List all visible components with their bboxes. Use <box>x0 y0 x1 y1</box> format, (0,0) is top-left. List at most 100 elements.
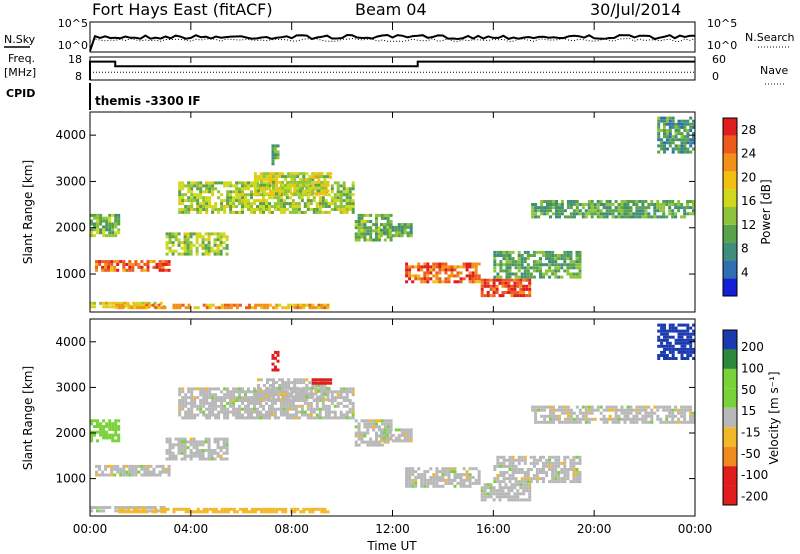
scatter-cell <box>677 338 681 342</box>
scatter-cell <box>386 226 390 230</box>
scatter-cell <box>620 209 624 213</box>
scatter-cell <box>226 510 230 514</box>
scatter-cell <box>502 474 506 477</box>
scatter-cell <box>296 378 300 382</box>
scatter-cell <box>372 422 376 426</box>
scatter-cell <box>177 440 181 444</box>
scatter-cell <box>195 451 199 455</box>
scatter-cell <box>441 470 445 474</box>
scatter-cell <box>128 268 132 272</box>
scatter-cell <box>444 467 448 471</box>
scatter-cell <box>348 187 352 191</box>
scatter-cell <box>501 489 505 493</box>
scatter-cell <box>204 243 208 247</box>
scatter-cell <box>312 407 316 411</box>
scatter-cell <box>587 405 591 409</box>
scatter-cell <box>363 229 367 233</box>
scatter-cell <box>250 396 253 400</box>
scatter-cell <box>351 390 355 394</box>
scatter-cell <box>686 147 690 151</box>
scatter-cell <box>98 263 102 266</box>
scatter-cell <box>480 287 484 291</box>
scatter-cell <box>575 263 579 267</box>
scatter-cell <box>534 212 538 216</box>
scatter-cell <box>546 206 549 210</box>
scatter-cell <box>593 408 597 412</box>
scatter-cell <box>208 401 212 405</box>
scatter-cell <box>303 401 307 405</box>
scatter-cell <box>214 413 218 417</box>
scatter-cell <box>311 510 315 514</box>
scatter-cell <box>686 206 690 210</box>
scatter-cell <box>278 180 282 184</box>
scatter-cell <box>663 141 666 145</box>
scatter-cell <box>549 215 552 219</box>
scatter-cell <box>161 464 165 468</box>
scatter-cell <box>323 389 327 393</box>
scatter-cell <box>520 272 524 276</box>
scatter-cell <box>408 271 412 275</box>
scatter-cell <box>324 199 328 203</box>
scatter-cell <box>268 387 271 391</box>
scatter-cell <box>208 404 212 408</box>
scatter-cell <box>525 486 529 490</box>
scatter-cell <box>226 205 230 208</box>
scatter-cell <box>507 489 511 493</box>
scatter-cell <box>394 231 398 235</box>
scatter-cell <box>269 175 272 179</box>
scatter-cell <box>117 301 121 305</box>
scatter-cell <box>155 265 159 269</box>
scatter-cell <box>339 210 343 214</box>
scatter-cell <box>305 384 309 387</box>
scatter-cell <box>575 468 579 471</box>
scatter-cell <box>623 206 627 210</box>
scatter-cell <box>293 395 297 399</box>
scatter-cell <box>271 162 275 166</box>
scatter-cell <box>207 457 211 461</box>
scatter-cell <box>526 477 530 481</box>
scatter-cell <box>519 284 523 288</box>
scatter-cell <box>250 416 253 420</box>
scatter-cell <box>323 381 327 385</box>
scatter-cell <box>290 507 294 511</box>
scatter-cell <box>259 389 263 393</box>
scatter-cell <box>438 470 442 474</box>
scatter-cell <box>403 223 407 227</box>
scatter-cell <box>468 478 472 482</box>
scatter-cell <box>671 350 675 354</box>
scatter-cell <box>152 265 156 269</box>
scatter-cell <box>229 208 233 211</box>
scatter-cell <box>266 183 269 187</box>
scatter-cell <box>219 238 223 242</box>
scatter-cell <box>502 250 506 254</box>
scatter-cell <box>372 440 376 444</box>
scatter-cell <box>339 184 343 188</box>
noise-sky-line <box>89 33 696 52</box>
scatter-cell <box>528 483 532 487</box>
scatter-cell <box>262 186 266 190</box>
scatter-cell <box>314 386 318 390</box>
scatter-cell <box>168 241 172 245</box>
scatter-cell <box>102 433 106 437</box>
scatter-cell <box>117 419 121 423</box>
scatter-cell <box>111 439 115 443</box>
scatter-cell <box>262 208 265 211</box>
scatter-cell <box>435 274 439 278</box>
scatter-cell <box>535 269 539 273</box>
power-colorbar-tick: 24 <box>741 147 756 161</box>
scatter-cell <box>90 305 93 309</box>
scatter-cell <box>122 473 126 477</box>
scatter-cell <box>229 199 233 203</box>
scatter-cell <box>158 260 162 264</box>
scatter-cell <box>502 464 506 468</box>
scatter-cell <box>235 181 239 185</box>
scatter-cell <box>333 416 337 420</box>
date-label: 30/Jul/2014 <box>590 0 681 19</box>
scatter-cell <box>306 413 310 417</box>
scatter-cell <box>608 405 612 409</box>
scatter-cell <box>663 125 666 129</box>
scatter-cell <box>273 390 277 394</box>
scatter-cell <box>692 206 695 210</box>
scatter-cell <box>266 178 269 181</box>
scatter-cell <box>90 419 93 423</box>
